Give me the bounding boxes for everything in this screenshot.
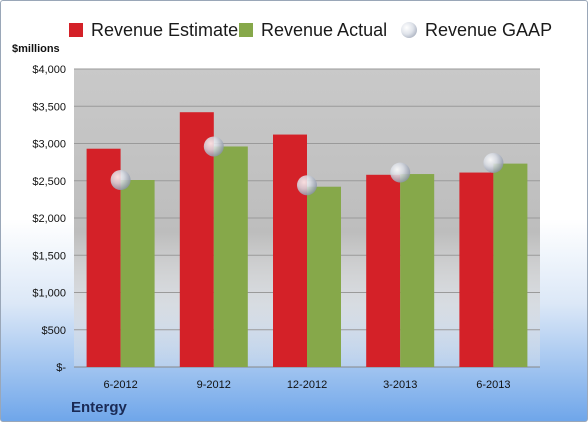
y-tick-label: $2,500 xyxy=(32,176,66,188)
y-tick-label: $3,500 xyxy=(32,101,66,113)
gaap-marker xyxy=(483,152,504,173)
legend-item-estimate: Revenue Estimate xyxy=(69,15,238,45)
legend-label-estimate: Revenue Estimate xyxy=(91,19,239,40)
y-tick-label: $1,000 xyxy=(32,288,66,300)
y-tick-label: $1,500 xyxy=(32,250,66,262)
legend-item-gaap: Revenue GAAP xyxy=(401,15,552,45)
x-tick-label: 6-2013 xyxy=(476,379,510,391)
bar-actual xyxy=(213,146,248,367)
bar-actual xyxy=(307,186,341,367)
y-tick-label: $2,000 xyxy=(32,213,66,225)
x-tick-label: 12-2012 xyxy=(287,379,327,391)
gaap-marker xyxy=(203,136,224,157)
legend: Revenue Estimate Revenue Actual Revenue … xyxy=(1,15,587,45)
y-axis-ticks: $- $500 $1,000 $1,500 $2,000 $2,500 $3,000 $3,5… xyxy=(32,64,66,374)
x-tick-label: 6-2012 xyxy=(103,379,137,391)
legend-marker-gaap xyxy=(401,22,417,38)
y-axis-unit-label: $millions xyxy=(12,43,60,55)
legend-item-actual: Revenue Actual xyxy=(239,15,387,45)
x-axis-ticks: 6-2012 9-2012 12-2012 3-2013 6-2013 xyxy=(103,379,510,391)
gaap-marker xyxy=(390,162,411,183)
y-tick-label: $- xyxy=(56,362,66,374)
bar-actual xyxy=(120,180,155,367)
bar-estimate xyxy=(273,134,307,367)
bar-estimate xyxy=(459,172,494,367)
y-tick-label: $4,000 xyxy=(32,64,66,76)
gaap-markers xyxy=(110,136,504,196)
bars xyxy=(86,112,528,368)
company-name: Entergy xyxy=(71,399,127,416)
x-tick-label: 3-2013 xyxy=(383,379,417,391)
legend-swatch-actual xyxy=(239,23,253,37)
legend-label-gaap: Revenue GAAP xyxy=(425,19,553,40)
legend-label-actual: Revenue Actual xyxy=(261,19,388,40)
gaap-marker xyxy=(297,175,317,196)
bar-actual xyxy=(493,163,528,367)
x-tick-label: 9-2012 xyxy=(197,379,231,391)
legend-swatch-estimate xyxy=(69,23,83,37)
y-tick-label: $3,000 xyxy=(32,139,66,151)
bar-estimate xyxy=(366,174,401,367)
bar-actual xyxy=(400,174,435,367)
y-tick-label: $500 xyxy=(42,325,66,337)
gaap-marker xyxy=(110,170,131,191)
